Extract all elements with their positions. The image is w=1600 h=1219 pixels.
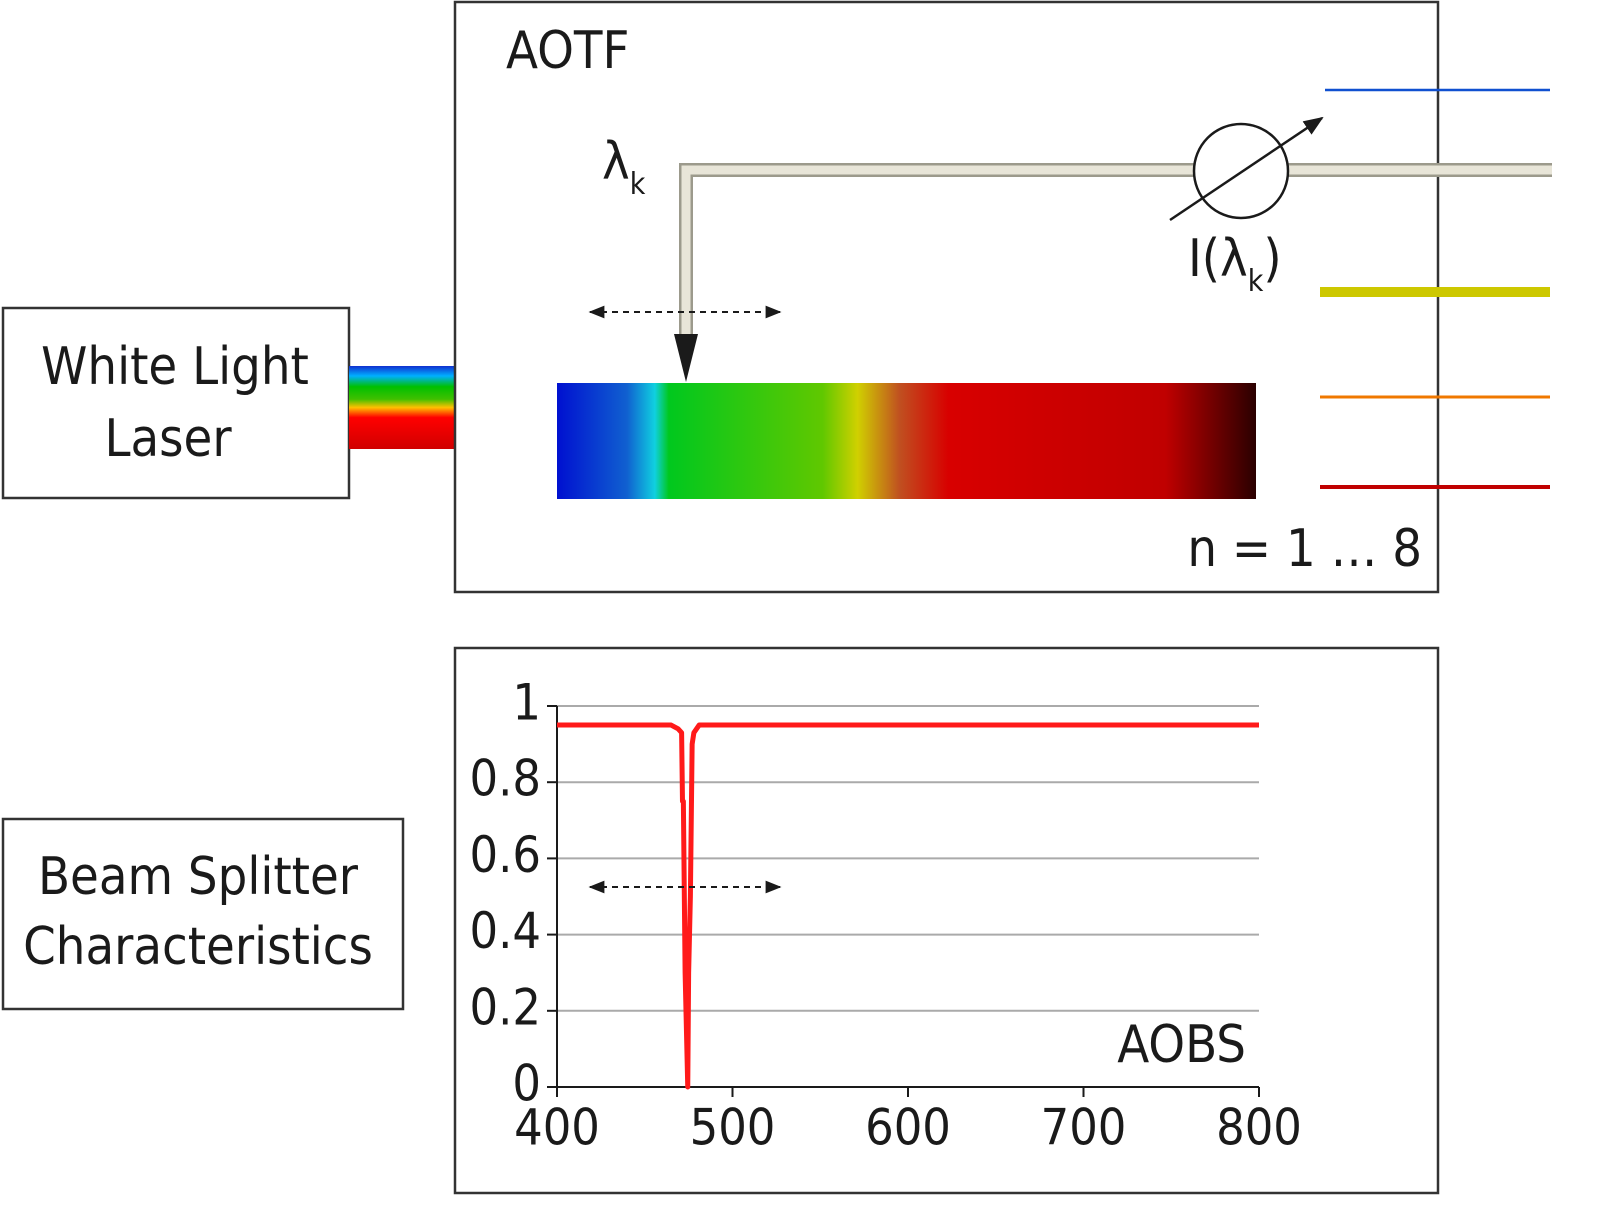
y-tick-label: 0.6	[469, 826, 541, 884]
y-tick-label: 0	[512, 1055, 541, 1113]
beam	[349, 366, 455, 449]
y-tick-label: 1	[512, 674, 541, 732]
aotf-title: AOTF	[506, 21, 629, 81]
adjust-arrow	[1169, 116, 1324, 222]
x-tick-label: 400	[514, 1099, 600, 1157]
chart-annotation: AOBS	[1117, 1015, 1246, 1075]
channels-label: n = 1 … 8	[1187, 519, 1422, 579]
laser-label: Laser	[104, 409, 232, 469]
x-tick-label: 600	[865, 1099, 951, 1157]
y-tick-label: 0.4	[469, 902, 541, 960]
splitter-box	[1, 817, 405, 1011]
y-tick-label: 0.2	[469, 978, 541, 1036]
subscript: k	[1248, 264, 1264, 299]
x-tick-label: 700	[1041, 1099, 1127, 1157]
suffix: )	[1263, 229, 1281, 289]
series-line	[557, 722, 1259, 1090]
intensity-label: I(λk)	[1188, 229, 1282, 299]
splitter-label: Beam Splitter	[38, 847, 359, 907]
chart: 0 0.2 0.4 0.6 0.8 1 400 500 600 700 800 AOBS	[469, 674, 1301, 1157]
spectrum	[557, 383, 1256, 499]
subscript: k	[630, 167, 646, 202]
splitter-label: Characteristics	[23, 917, 373, 977]
laser-box	[1, 306, 351, 500]
x-tick-label: 800	[1216, 1099, 1302, 1157]
prefix: I(λ	[1188, 229, 1248, 289]
y-tick-label: 0.8	[469, 750, 541, 808]
arrowhead	[674, 334, 698, 382]
wavelength-label: λk	[602, 132, 646, 202]
aotf-box	[453, 0, 1440, 594]
laser-label: White Light	[41, 337, 309, 397]
x-tick-label: 500	[690, 1099, 776, 1157]
symbol: λ	[602, 132, 630, 192]
chart-box	[453, 646, 1440, 1195]
